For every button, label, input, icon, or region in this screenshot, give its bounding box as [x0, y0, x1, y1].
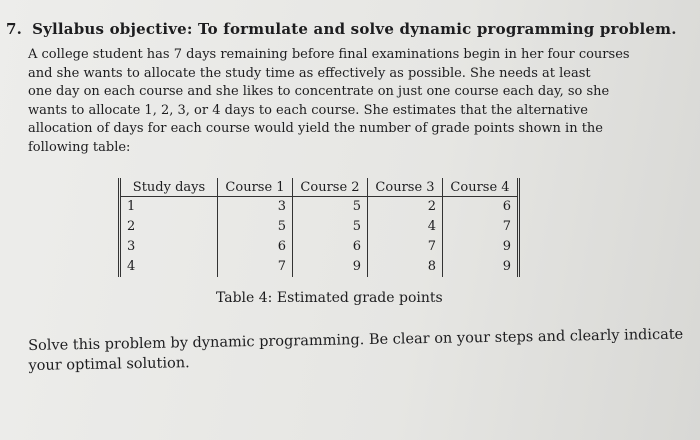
cell: 2 [367, 196, 443, 217]
table-row: 4 7 9 8 9 [120, 257, 519, 277]
cell: 2 [127, 219, 136, 234]
cell: 4 [367, 217, 443, 237]
header-course-3: Course 3 [367, 178, 443, 197]
statement-line: and she wants to allocate the study time… [28, 65, 591, 81]
cell: 4 [127, 259, 136, 274]
instruction: Solve this problem by dynamic programmin… [28, 325, 684, 376]
cell: 5 [292, 196, 368, 217]
cell: 9 [442, 237, 519, 257]
cell: 7 [442, 217, 519, 237]
statement-line: allocation of days for each course would… [28, 121, 604, 137]
question-heading: 7. Syllabus objective: To formulate and s… [6, 20, 687, 38]
syllabus-objective: Syllabus objective: To formulate and sol… [32, 20, 677, 38]
table-row: 1 3 5 2 6 [120, 196, 519, 217]
cell: 1 [127, 199, 136, 214]
table-header-row: Study days Course 1 Course 2 Course 3 Co… [119, 178, 519, 197]
cell: 3 [217, 196, 293, 217]
question-number: 7. [6, 20, 23, 38]
statement-line: one day on each course and she likes to … [28, 84, 610, 100]
cell: 5 [217, 217, 293, 237]
statement-line: following table: [28, 139, 131, 155]
table-caption: Table 4: Estimated grade points [216, 290, 443, 306]
problem-statement: A college student has 7 days remaining b… [28, 46, 648, 158]
cell: 9 [442, 257, 519, 277]
header-study-days: Study days [119, 178, 218, 197]
cell: 8 [367, 257, 443, 277]
cell: 6 [442, 196, 519, 217]
cell: 9 [292, 257, 368, 277]
statement-line: A college student has 7 days remaining b… [28, 47, 630, 62]
header-course-1: Course 1 [217, 178, 293, 197]
cell: 7 [217, 257, 293, 277]
grade-points-table: Study days Course 1 Course 2 Course 3 Co… [118, 178, 520, 277]
header-course-2: Course 2 [292, 178, 368, 197]
cell: 3 [127, 239, 136, 254]
cell: 5 [292, 217, 368, 237]
cell: 6 [292, 237, 368, 257]
header-course-4: Course 4 [442, 178, 519, 197]
cell: 6 [217, 237, 293, 257]
table-row: 3 6 6 7 9 [120, 237, 519, 257]
statement-line: wants to allocate 1, 2, 3, or 4 days to … [28, 102, 588, 118]
table-row: 2 5 5 4 7 [120, 217, 519, 237]
cell: 7 [367, 237, 443, 257]
